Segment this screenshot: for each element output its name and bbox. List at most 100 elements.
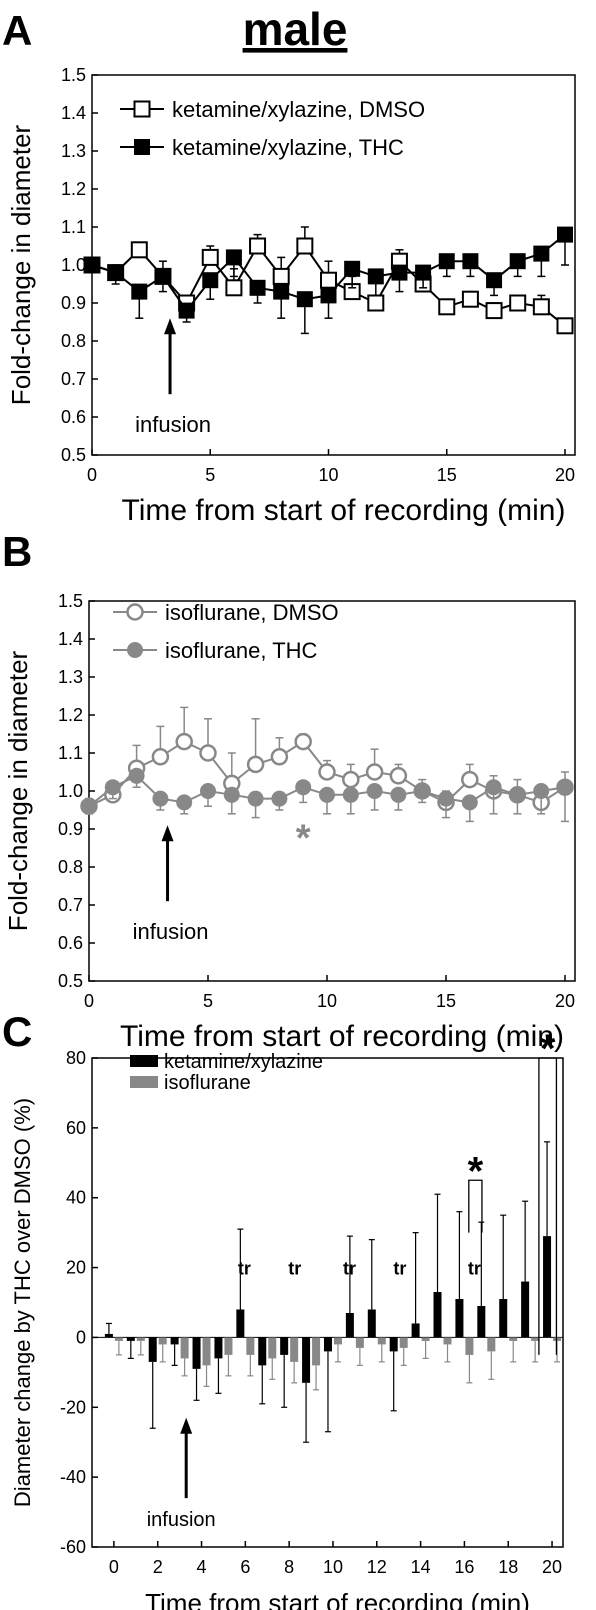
data-point [175, 732, 193, 751]
data-point [342, 786, 359, 803]
data-point [320, 271, 337, 289]
data-point [151, 748, 170, 766]
data-point [485, 779, 502, 796]
bar [323, 1337, 332, 1352]
y-tick-label: 80 [66, 1048, 86, 1068]
significance-star: * [468, 1149, 484, 1193]
data-point [557, 226, 573, 243]
data-point [366, 783, 383, 799]
data-point [81, 798, 97, 815]
panel-letter: A [2, 7, 32, 54]
x-tick-label: 12 [367, 1557, 387, 1577]
series-0 [104, 1141, 552, 1443]
bar [104, 1333, 113, 1338]
trend-label: tr [343, 1259, 356, 1279]
x-tick-label: 2 [153, 1557, 163, 1577]
infusion-label: infusion [135, 412, 211, 437]
trend-label: tr [468, 1259, 481, 1279]
y-tick-label: 0.7 [58, 895, 83, 915]
panel-letter: C [2, 1008, 32, 1055]
data-point [438, 298, 456, 316]
data-point [414, 783, 431, 799]
significance-star: * [540, 1027, 556, 1071]
bar [499, 1299, 508, 1338]
panel-c: C -60 -40 -20 0 20 40 60 80 0 2 4 6 8 10 12 14 16 18 20 Diam… [2, 1008, 564, 1610]
data-point [247, 790, 264, 807]
legend-label: ketamine/xylazine [164, 1051, 323, 1073]
data-point [84, 257, 100, 273]
bar [333, 1337, 342, 1345]
bar [136, 1337, 145, 1341]
y-tick-label: -20 [60, 1397, 86, 1417]
y-tick-label: 1.0 [58, 781, 83, 801]
x-tick-label: 5 [205, 465, 215, 485]
data-point [128, 767, 145, 784]
y-tick-label: 40 [66, 1188, 86, 1208]
data-point [246, 755, 265, 774]
legend-label: isoflurane [164, 1072, 251, 1094]
y-tick-label: 1.1 [58, 743, 83, 763]
data-point [509, 294, 527, 312]
bar [487, 1337, 496, 1352]
bar [312, 1337, 321, 1366]
x-tick-label: 5 [203, 991, 213, 1011]
significance-star: * [296, 818, 311, 860]
legend-marker [134, 139, 150, 155]
data-point [485, 302, 503, 320]
y-tick-label: 0.5 [61, 445, 86, 465]
bar [180, 1337, 189, 1359]
data-point [104, 779, 121, 796]
series-1 [81, 767, 573, 823]
data-point [200, 783, 216, 799]
data-point [367, 268, 384, 285]
data-point [199, 744, 217, 762]
y-tick-label: 1.2 [61, 179, 86, 199]
bar [389, 1337, 398, 1352]
legend-marker [126, 603, 144, 621]
data-point [201, 248, 219, 266]
bar [192, 1337, 201, 1369]
data-point [556, 317, 574, 335]
x-tick-label: 20 [542, 1557, 562, 1577]
infusion-label: infusion [133, 919, 209, 944]
x-axis-label: Time from start of recording (min) [145, 1588, 530, 1610]
data-point [176, 794, 193, 811]
data-point [533, 783, 550, 799]
data-point [154, 268, 171, 285]
y-tick-label: 0.9 [61, 293, 86, 313]
data-point [389, 767, 408, 785]
y-tick-label: 1.3 [58, 667, 83, 687]
bar [531, 1337, 540, 1341]
data-point [131, 283, 148, 300]
bar [443, 1337, 452, 1345]
infusion-arrow-head [180, 1417, 193, 1434]
y-tick-label: 0 [76, 1327, 86, 1347]
y-tick-label: 0.7 [61, 369, 86, 389]
x-tick-label: 10 [323, 1557, 343, 1577]
bar [355, 1337, 364, 1348]
data-point [533, 245, 550, 262]
data-point [202, 272, 219, 289]
panel-a: A 0.5 0.6 0.7 0.8 0.9 1.0 1.1 1.2 1.3 1.4 1.5 0 5 10 15… [2, 7, 576, 527]
data-point [390, 786, 407, 803]
data-point [461, 770, 479, 789]
infusion-arrow-head [161, 825, 174, 842]
y-axis-label: Diameter change by THC over DMSO (%) [10, 1098, 35, 1507]
bar [455, 1299, 464, 1338]
data-point [294, 732, 312, 751]
x-tick-label: 20 [555, 465, 575, 485]
legend-label: ketamine/xylazine, DMSO [172, 97, 425, 122]
data-point [223, 786, 240, 803]
y-tick-label: 0.6 [58, 933, 83, 953]
y-tick-label: -60 [60, 1537, 86, 1557]
y-tick-label: 1.1 [61, 217, 86, 237]
bar [477, 1305, 486, 1338]
bar [148, 1337, 157, 1362]
bar [158, 1337, 167, 1345]
trend-label: tr [238, 1259, 251, 1279]
y-tick-label: 0.8 [58, 857, 83, 877]
data-point [270, 748, 289, 766]
y-tick-label: 0.5 [58, 971, 83, 991]
x-tick-label: 16 [454, 1557, 474, 1577]
panel-b: B 0.5 0.6 0.7 0.8 0.9 1.0 1.1 1.2 1.3 1.4 1.5 0 5 10 15… [2, 528, 576, 1053]
